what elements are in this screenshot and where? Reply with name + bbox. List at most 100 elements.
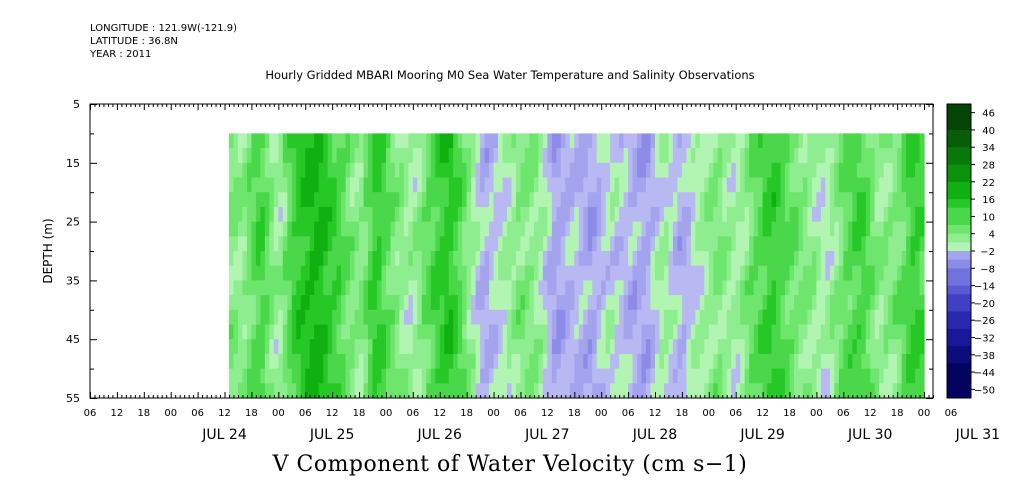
heatmap-cell [646,236,652,252]
heatmap-cell [632,265,638,281]
heatmap-cell [879,383,885,399]
heatmap-cell [681,206,687,223]
heatmap-cell [538,236,544,252]
heatmap-cell [861,133,867,149]
heatmap-cell [654,368,661,384]
heatmap-cell [686,368,692,384]
heatmap-cell [726,368,732,384]
heatmap-cell [574,206,580,223]
heatmap-cell [462,295,468,311]
heatmap-cell [484,162,490,179]
heatmap-cell [758,221,764,237]
heatmap-cell [305,295,311,311]
heatmap-cell [246,265,253,281]
heatmap-cell [381,221,387,237]
heatmap-cell [556,280,562,296]
heatmap-cell [529,309,535,326]
heatmap-cell [919,295,925,311]
heatmap-cell [273,177,279,193]
heatmap-cell [260,265,266,281]
colorbar-bin [947,372,971,382]
heatmap-cell [758,295,764,311]
heatmap-cell [466,221,472,237]
heatmap-cell [520,162,526,179]
latitude-label: LATITUDE : 36.8N [90,36,178,47]
heatmap-cell [336,251,342,267]
heatmap-cell [551,368,557,384]
heatmap-cell [843,368,849,384]
heatmap-cell [874,265,880,281]
heatmap-cell [592,368,598,384]
heatmap-cell [237,265,244,281]
colorbar-bin [947,259,971,269]
heatmap-cell [901,324,907,340]
heatmap-cell [408,295,414,311]
heatmap-cell [897,339,903,355]
heatmap-cell [466,206,472,223]
heatmap-cell [489,148,495,164]
heatmap-cell [556,221,562,237]
heatmap-cell [381,177,387,193]
heatmap-cell [838,206,844,223]
heatmap-cell [619,236,625,252]
heatmap-cell [811,280,818,296]
heatmap-cell [439,339,445,355]
heatmap-cell [825,368,831,384]
heatmap-cell [708,324,714,340]
heatmap-cell [336,192,342,208]
heatmap-cell [323,236,329,252]
heatmap-cell [457,177,463,193]
heatmap-cell [408,324,414,340]
heatmap-cell [816,251,822,267]
heatmap-cell [704,221,710,237]
heatmap-cell [551,339,557,355]
heatmap-cell [659,324,665,340]
heatmap-cell [399,221,405,237]
heatmap-cell [681,148,687,164]
heatmap-cell [480,368,486,384]
heatmap-cell [408,206,414,223]
y-axis-ticks [90,104,933,399]
heatmap-cell [296,206,302,223]
heatmap-cell [269,339,275,355]
heatmap-cell [677,162,683,179]
heatmap-cell [507,265,513,281]
heatmap-cell [708,339,714,355]
colorbar-bin [947,320,971,330]
heatmap-cell [341,339,347,355]
heatmap-cell [583,368,589,384]
heatmap-cell [444,251,450,267]
heatmap-cell [592,353,598,370]
heatmap-cell [785,251,791,267]
heatmap-cell [865,295,871,311]
heatmap-cell [735,280,741,296]
colorbar-bin [947,190,971,200]
heatmap-cell [251,280,257,296]
heatmap-cell [892,383,898,399]
heatmap-cell [704,280,710,296]
heatmap-cell [829,177,835,193]
heatmap-cell [856,251,862,267]
heatmap-cell [646,192,652,208]
colorbar-bin [947,216,971,226]
heatmap-cell [735,324,741,340]
heatmap-cell [269,206,275,223]
heatmap-cell [735,309,741,326]
heatmap-cell [282,265,288,281]
heatmap-cell [906,324,912,340]
heatmap-cell [435,339,441,355]
heatmap-cell [785,148,791,164]
heatmap-cell [856,339,862,355]
heatmap-cell [825,148,831,164]
heatmap-cell [475,339,481,355]
heatmap-cell [498,148,504,164]
heatmap-cell [596,177,602,193]
heatmap-cell [847,148,853,164]
heatmap-cell [376,368,383,384]
heatmap-cell [879,177,885,193]
heatmap-cell [762,368,768,384]
heatmap-cell [538,133,544,149]
heatmap-cell [314,236,320,252]
heatmap-cell [269,368,275,384]
heatmap-cell [735,295,741,311]
